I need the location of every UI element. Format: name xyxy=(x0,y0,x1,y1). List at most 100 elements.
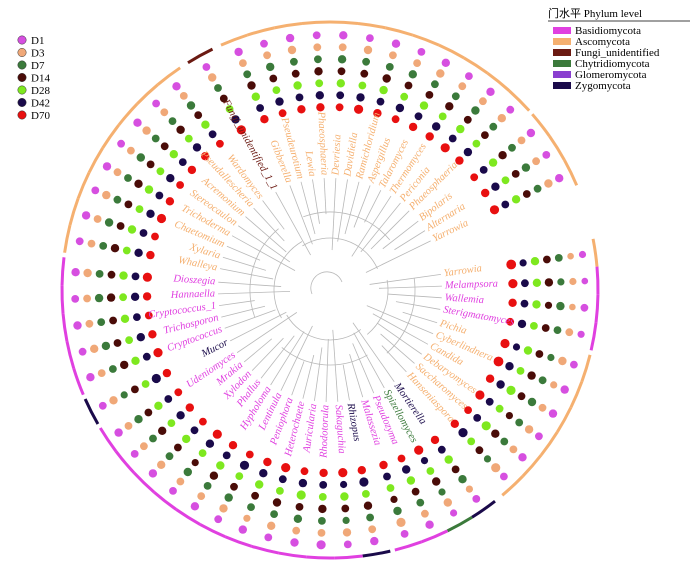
abundance-dot xyxy=(148,469,158,478)
abundance-dot xyxy=(287,45,297,55)
abundance-dot xyxy=(516,367,525,375)
abundance-dot xyxy=(463,115,472,124)
abundance-dot xyxy=(224,493,233,502)
abundance-dot xyxy=(501,200,510,209)
abundance-dot xyxy=(420,457,429,465)
phylum-arc-segment xyxy=(334,554,363,560)
time-legend-swatch xyxy=(17,60,27,70)
abundance-dot xyxy=(425,520,434,529)
tree-branch xyxy=(360,202,401,253)
abundance-dot xyxy=(362,490,370,498)
tree-branch xyxy=(226,245,261,261)
tree-branch xyxy=(369,274,441,285)
taxon-label: Yarrowia xyxy=(443,263,483,279)
abundance-dot xyxy=(363,501,373,510)
tree-branch xyxy=(365,240,431,273)
tree-branch xyxy=(394,230,426,251)
phylum-arc-ring xyxy=(60,20,600,560)
phylum-arc-segment xyxy=(251,544,280,555)
abundance-dot xyxy=(437,445,446,454)
abundance-dot xyxy=(290,57,298,66)
phylum-legend-swatch xyxy=(553,38,571,45)
tree-branch xyxy=(353,332,385,389)
abundance-dot xyxy=(225,105,234,113)
taxon-label: Lewia xyxy=(302,149,317,177)
abundance-dot xyxy=(203,482,212,490)
phylum-arc-segment xyxy=(60,285,65,314)
phylum-arc-segment xyxy=(463,56,489,75)
tree-branch xyxy=(219,268,274,280)
phylum-arc-segment xyxy=(306,555,335,560)
abundance-dot xyxy=(444,455,453,464)
abundance-dot xyxy=(445,102,454,111)
time-dot-rings xyxy=(71,31,589,550)
abundance-dot xyxy=(541,324,550,332)
abundance-dot xyxy=(298,478,308,488)
abundance-dot xyxy=(356,93,365,102)
tree-branch xyxy=(289,185,313,245)
phylum-arc-segment xyxy=(153,491,178,511)
phylum-legend-label: Basidiomycota xyxy=(575,25,641,37)
phylum-arc-segment xyxy=(569,381,584,409)
phylum-arc-segment xyxy=(438,43,465,60)
abundance-dot xyxy=(486,87,495,97)
abundance-dot xyxy=(156,167,165,176)
abundance-dot xyxy=(544,179,553,188)
abundance-dot xyxy=(567,252,574,260)
abundance-dot xyxy=(255,480,264,489)
abundance-dot xyxy=(264,533,273,542)
abundance-dot xyxy=(544,278,554,287)
phylum-arc-segment xyxy=(156,66,181,86)
abundance-dot xyxy=(93,215,102,223)
time-legend-label: D1 xyxy=(31,35,44,47)
abundance-dot xyxy=(337,67,346,76)
phylum-arc-segment xyxy=(594,294,600,323)
abundance-dot xyxy=(354,104,364,114)
abundance-dot xyxy=(190,426,199,435)
abundance-dot xyxy=(498,151,507,160)
abundance-dot xyxy=(116,222,125,230)
tree-branch xyxy=(253,207,285,242)
abundance-dot xyxy=(465,485,473,493)
phylum-legend-swatch xyxy=(553,82,571,89)
phylum-arc-segment xyxy=(548,135,566,161)
abundance-dot xyxy=(340,480,348,489)
tree-branch xyxy=(337,179,348,242)
tree-branch xyxy=(352,322,395,382)
phylum-arc-segment xyxy=(329,20,359,25)
abundance-dot xyxy=(406,476,416,485)
tree-branch xyxy=(366,305,434,335)
tree-branch xyxy=(238,225,291,263)
phylum-legend-label: Glomeromycota xyxy=(575,69,647,81)
abundance-dot xyxy=(508,143,516,152)
tree-branch xyxy=(380,333,415,364)
abundance-dot xyxy=(408,122,418,132)
abundance-dot xyxy=(174,443,182,452)
tree-branch xyxy=(302,237,378,270)
abundance-dot xyxy=(512,343,521,351)
phylum-arc-segment xyxy=(98,427,118,453)
abundance-dot xyxy=(481,131,489,140)
abundance-dot xyxy=(199,417,207,426)
phylum-arc-segment xyxy=(220,33,248,47)
phylum-arc-segment xyxy=(357,21,387,30)
tree-root xyxy=(310,271,343,295)
abundance-dot xyxy=(142,126,151,135)
abundance-dot xyxy=(339,31,348,40)
abundance-dot xyxy=(436,69,445,78)
abundance-dot xyxy=(532,278,542,287)
phylum-arc-segment xyxy=(385,26,414,37)
abundance-dot xyxy=(338,43,347,52)
abundance-dot xyxy=(557,278,565,286)
abundance-dot xyxy=(71,268,80,277)
abundance-dot xyxy=(134,415,143,424)
abundance-dot xyxy=(131,272,140,281)
phylum-legend: 门水平 Phylum level BasidiomycotaAscomycotaF… xyxy=(548,6,690,92)
tree-branch xyxy=(236,312,298,353)
time-legend-swatch xyxy=(17,110,27,120)
abundance-dot xyxy=(360,69,369,78)
abundance-dot xyxy=(517,392,526,401)
phylum-arc-segment xyxy=(394,540,423,552)
abundance-dot xyxy=(160,142,169,151)
abundance-dot xyxy=(130,292,140,301)
